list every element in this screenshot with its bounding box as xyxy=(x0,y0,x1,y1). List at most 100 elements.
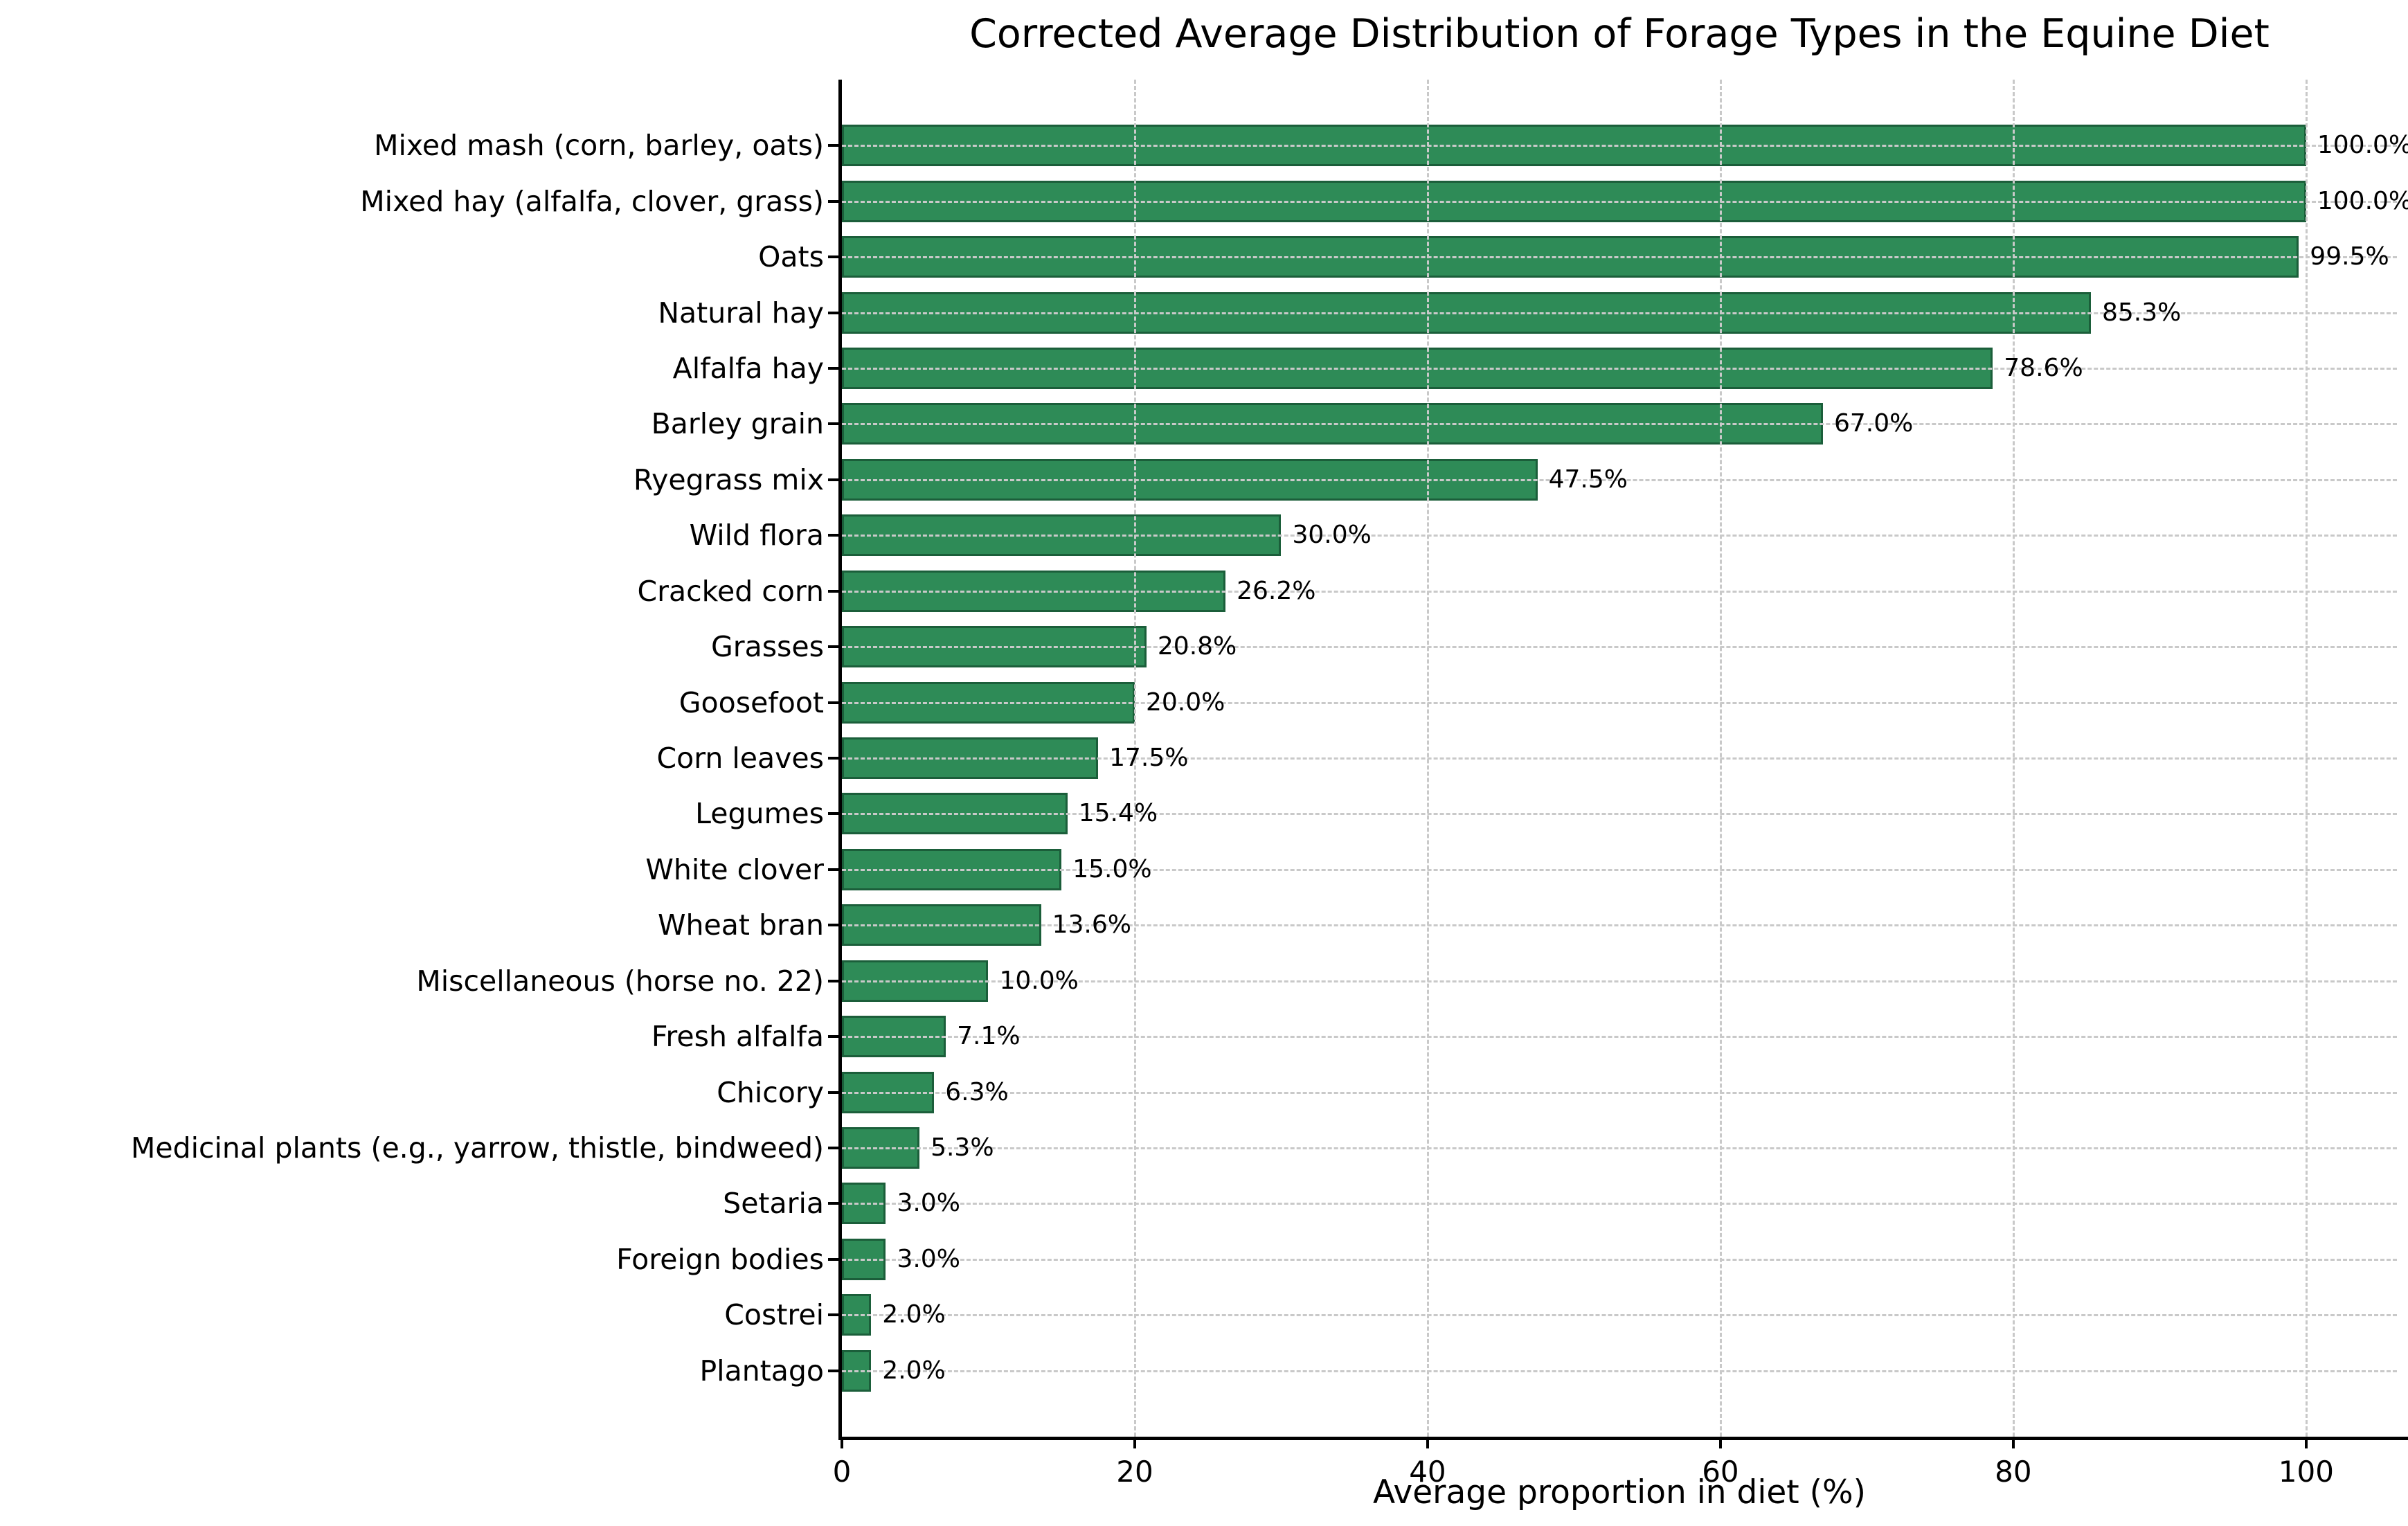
category-gridline xyxy=(842,980,2397,982)
x-tick-label: 20 xyxy=(1116,1455,1153,1489)
category-gridline xyxy=(842,200,2397,203)
bar-value-label: 3.0% xyxy=(897,1189,960,1218)
x-tick-label: 40 xyxy=(1409,1455,1446,1489)
bar-value-label: 20.0% xyxy=(1145,688,1225,717)
category-gridline xyxy=(842,1203,2397,1205)
bar-value-label: 7.1% xyxy=(957,1022,1021,1051)
bar-value-label: 78.6% xyxy=(2004,353,2083,382)
y-category-label: Plantago xyxy=(699,1354,824,1388)
y-category-label: Wheat bran xyxy=(658,908,824,942)
category-gridline xyxy=(842,1036,2397,1039)
x-tick-label: 80 xyxy=(1995,1455,2032,1489)
y-tick-mark xyxy=(828,589,840,593)
y-category-label: Fresh alfalfa xyxy=(651,1020,824,1054)
y-category-label: Ryegrass mix xyxy=(633,463,824,496)
bar-value-label: 30.0% xyxy=(1292,521,1372,550)
y-tick-mark xyxy=(828,701,840,704)
y-category-label: Goosefoot xyxy=(679,685,824,719)
bar-value-label: 26.2% xyxy=(1237,576,1316,605)
y-tick-mark xyxy=(828,868,840,871)
bar-value-label: 2.0% xyxy=(882,1300,946,1329)
bar-value-label: 6.3% xyxy=(945,1077,1009,1106)
y-tick-mark xyxy=(828,199,840,203)
x-axis-line xyxy=(838,1437,2408,1440)
category-gridline xyxy=(842,1370,2397,1372)
bar-value-label: 99.5% xyxy=(2310,242,2389,271)
bar-value-label: 100.0% xyxy=(2317,186,2408,215)
category-gridline xyxy=(842,868,2397,871)
category-gridline xyxy=(842,590,2397,593)
bar-value-label: 17.5% xyxy=(1109,744,1189,772)
y-tick-mark xyxy=(828,645,840,649)
y-tick-mark xyxy=(828,144,840,147)
category-gridline xyxy=(842,646,2397,649)
chart-title: Corrected Average Distribution of Forage… xyxy=(969,11,2270,57)
y-category-label: Mixed hay (alfalfa, clover, grass) xyxy=(360,184,824,218)
bar-value-label: 2.0% xyxy=(882,1356,946,1385)
y-category-label: Wild flora xyxy=(689,519,824,553)
x-tick-mark xyxy=(2304,1437,2308,1448)
y-tick-mark xyxy=(828,924,840,927)
y-category-label: Natural hay xyxy=(658,296,824,330)
y-tick-mark xyxy=(828,1257,840,1261)
x-tick-mark xyxy=(1426,1437,1429,1448)
y-tick-mark xyxy=(828,534,840,537)
category-gridline xyxy=(842,701,2397,704)
category-gridline xyxy=(842,813,2397,816)
x-tick-mark xyxy=(1133,1437,1136,1448)
category-gridline xyxy=(842,1314,2397,1317)
bar-value-label: 5.3% xyxy=(931,1133,994,1163)
y-category-label: White clover xyxy=(645,852,824,886)
category-gridline xyxy=(842,478,2397,481)
x-tick-label: 100 xyxy=(2278,1455,2334,1489)
y-category-label: Alfalfa hay xyxy=(672,351,824,385)
y-tick-mark xyxy=(828,1090,840,1094)
y-tick-mark xyxy=(828,255,840,259)
y-category-label: Grasses xyxy=(710,630,824,664)
category-gridline xyxy=(842,256,2397,259)
y-tick-mark xyxy=(828,979,840,982)
category-gridline xyxy=(842,423,2397,426)
bar-value-label: 100.0% xyxy=(2317,131,2408,160)
y-tick-mark xyxy=(828,1313,840,1317)
x-axis-label: Average proportion in diet (%) xyxy=(1373,1473,1866,1511)
y-category-label: Medicinal plants (e.g., yarrow, thistle,… xyxy=(130,1131,824,1165)
y-tick-mark xyxy=(828,1147,840,1150)
y-tick-mark xyxy=(828,366,840,370)
y-category-label: Costrei xyxy=(724,1298,824,1332)
y-tick-mark xyxy=(828,1202,840,1205)
y-category-label: Setaria xyxy=(723,1187,824,1221)
y-tick-mark xyxy=(828,1369,840,1372)
bar-value-label: 15.0% xyxy=(1072,854,1152,883)
bar-value-label: 67.0% xyxy=(1833,409,1914,438)
y-category-label: Barley grain xyxy=(651,407,824,441)
y-category-label: Oats xyxy=(758,240,824,274)
x-tick-mark xyxy=(841,1437,843,1448)
category-gridline xyxy=(842,535,2397,537)
bar-value-label: 13.6% xyxy=(1052,910,1131,940)
bar-value-label: 47.5% xyxy=(1548,465,1628,494)
category-gridline xyxy=(842,145,2397,147)
y-category-label: Foreign bodies xyxy=(616,1242,824,1276)
y-tick-mark xyxy=(828,1035,840,1039)
y-tick-mark xyxy=(828,422,840,426)
x-tick-label: 0 xyxy=(832,1455,852,1489)
y-axis-line xyxy=(838,80,842,1440)
y-tick-mark xyxy=(828,757,840,760)
y-category-label: Cracked corn xyxy=(637,574,824,608)
y-category-label: Corn leaves xyxy=(656,742,824,775)
x-tick-mark xyxy=(2011,1437,2015,1448)
category-gridline xyxy=(842,367,2397,370)
y-tick-mark xyxy=(828,478,840,481)
category-gridline xyxy=(842,1258,2397,1261)
bar-value-label: 10.0% xyxy=(999,966,1079,995)
category-gridline xyxy=(842,1147,2397,1150)
y-category-label: Mixed mash (corn, barley, oats) xyxy=(374,129,824,163)
category-gridline xyxy=(842,924,2397,927)
bar-value-label: 15.4% xyxy=(1078,799,1158,828)
x-tick-mark xyxy=(1718,1437,1722,1448)
y-tick-mark xyxy=(828,812,840,816)
category-gridline xyxy=(842,312,2397,314)
category-gridline xyxy=(842,757,2397,760)
